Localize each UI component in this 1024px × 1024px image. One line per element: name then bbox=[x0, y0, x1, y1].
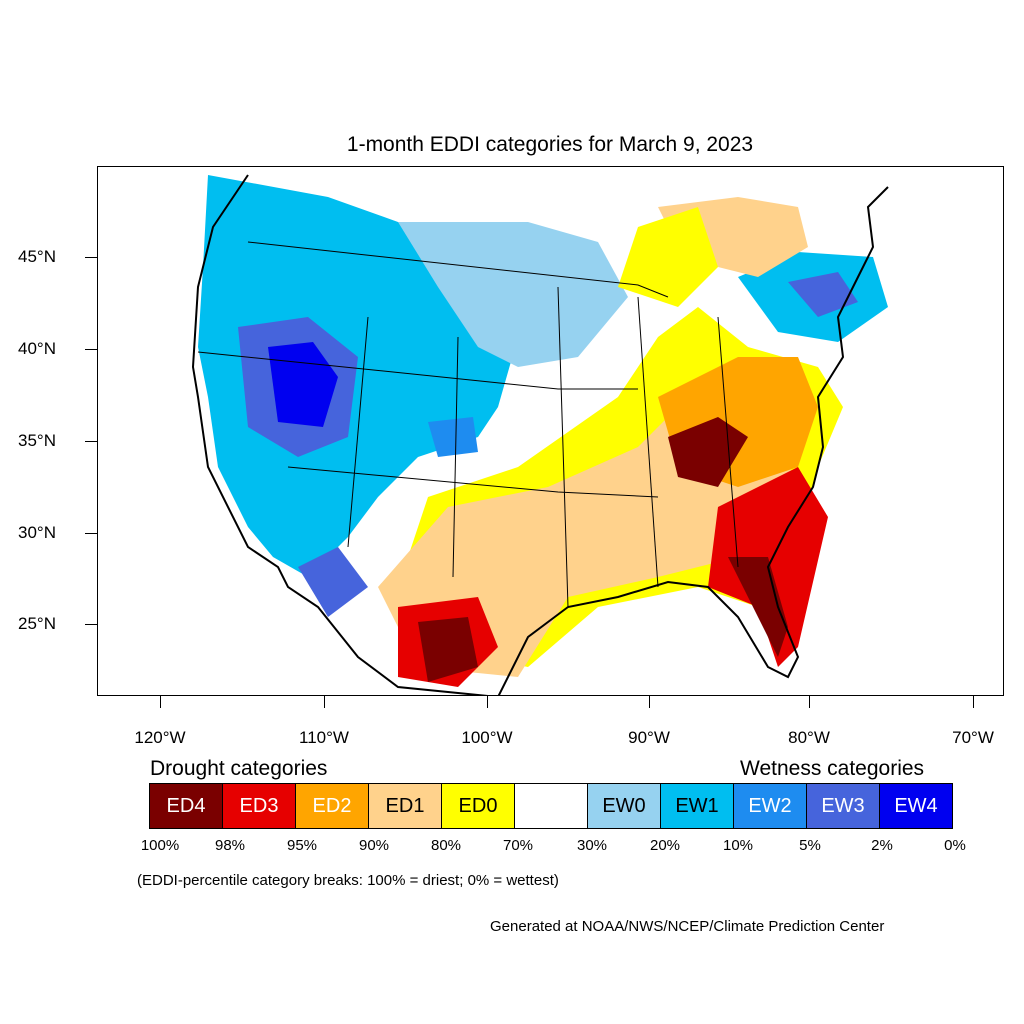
lon-label: 70°W bbox=[952, 728, 994, 747]
ed4-kentucky-core bbox=[668, 417, 748, 487]
drought-heading: Drought categories bbox=[150, 757, 328, 780]
ew0-plains-region bbox=[398, 222, 628, 367]
ed0-northeast-band bbox=[618, 207, 718, 307]
coastline bbox=[191, 174, 889, 695]
break-label: 0% bbox=[944, 837, 966, 854]
lon-tick bbox=[973, 696, 974, 708]
state-boundaries bbox=[197, 241, 739, 608]
lon-label: 80°W bbox=[788, 728, 830, 747]
lon-label: 100°W bbox=[461, 728, 513, 747]
legend-box-ew2: EW2 bbox=[733, 783, 807, 829]
lat-tick bbox=[85, 441, 97, 442]
category-legend: ED4 ED3 ED2 ED1 ED0 EW0 EW1 EW2 EW3 EW4 bbox=[149, 783, 953, 829]
ew2-colorado bbox=[428, 417, 478, 457]
break-label: 20% bbox=[649, 837, 681, 854]
lon-tick bbox=[487, 696, 488, 708]
legend-box-ed1: ED1 bbox=[368, 783, 442, 829]
ed4-florida bbox=[728, 557, 788, 657]
break-label: 95% bbox=[286, 837, 318, 854]
legend-box-ew3: EW3 bbox=[806, 783, 880, 829]
lon-label: 90°W bbox=[628, 728, 670, 747]
break-label: 98% bbox=[214, 837, 246, 854]
legend-box-ed3: ED3 bbox=[222, 783, 296, 829]
lon-label: 120°W bbox=[134, 728, 186, 747]
break-label: 70% bbox=[502, 837, 534, 854]
lat-label: 40°N bbox=[18, 339, 56, 358]
lat-tick bbox=[85, 624, 97, 625]
legend-box-ew1: EW1 bbox=[660, 783, 734, 829]
break-label: 5% bbox=[799, 837, 821, 854]
legend-box-ed2: ED2 bbox=[295, 783, 369, 829]
ew3-northeast-core bbox=[788, 272, 858, 317]
lon-tick bbox=[324, 696, 325, 708]
ew3-arizona bbox=[298, 547, 368, 617]
legend-box-ew0: EW0 bbox=[587, 783, 661, 829]
ed4-texas-core bbox=[418, 617, 478, 682]
ew4-great-basin-core bbox=[268, 342, 338, 427]
wetness-heading: Wetness categories bbox=[740, 757, 925, 780]
lon-tick bbox=[809, 696, 810, 708]
break-label: 2% bbox=[871, 837, 893, 854]
map-panel bbox=[97, 166, 1004, 696]
legend-box-neutral bbox=[514, 783, 588, 829]
legend-box-ed4: ED4 bbox=[149, 783, 223, 829]
lat-label: 30°N bbox=[18, 523, 56, 542]
break-label: 80% bbox=[430, 837, 462, 854]
lat-label: 25°N bbox=[18, 614, 56, 633]
legend-box-ed0: ED0 bbox=[441, 783, 515, 829]
credit-line: Generated at NOAA/NWS/NCEP/Climate Predi… bbox=[490, 918, 885, 935]
break-label: 100% bbox=[140, 837, 180, 854]
break-label: 10% bbox=[722, 837, 754, 854]
legend-box-ew4: EW4 bbox=[879, 783, 953, 829]
lat-label: 35°N bbox=[18, 431, 56, 450]
map-title: 1-month EDDI categories for March 9, 202… bbox=[346, 133, 754, 156]
category-note: (EDDI-percentile category breaks: 100% =… bbox=[137, 872, 559, 889]
lat-tick bbox=[85, 257, 97, 258]
eddi-map bbox=[191, 174, 889, 695]
lon-tick bbox=[160, 696, 161, 708]
break-label: 90% bbox=[358, 837, 390, 854]
lat-tick bbox=[85, 349, 97, 350]
lon-tick bbox=[649, 696, 650, 708]
lat-tick bbox=[85, 533, 97, 534]
break-label: 30% bbox=[576, 837, 608, 854]
lat-label: 45°N bbox=[18, 247, 56, 266]
lon-label: 110°W bbox=[299, 728, 349, 747]
